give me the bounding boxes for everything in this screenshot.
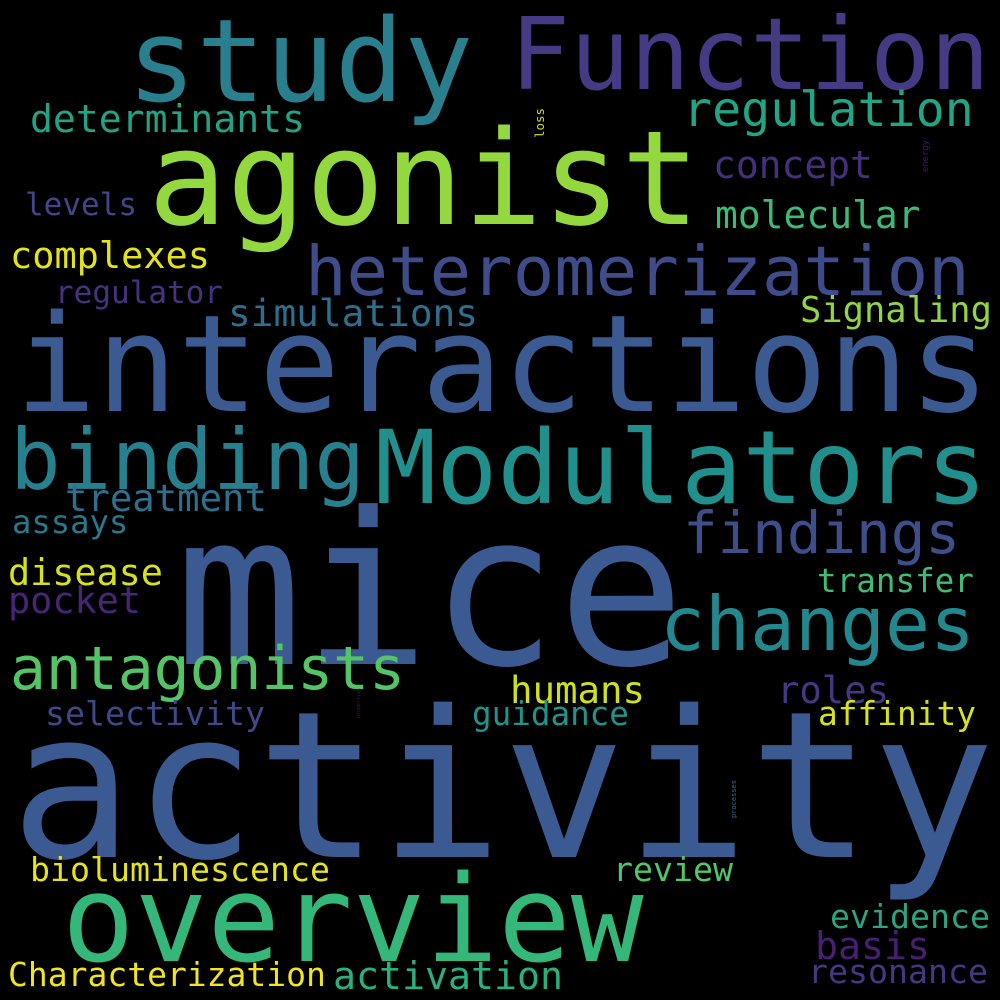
word-pocket: pocket — [8, 579, 141, 622]
word-binding: binding — [10, 411, 365, 509]
word-function: Function — [510, 0, 990, 113]
word-affinity: affinity — [818, 695, 976, 733]
word-disease: disease — [8, 551, 163, 594]
word-molecular: molecular — [715, 193, 921, 237]
word-regulation: regulation — [683, 82, 974, 138]
word-regulator: regulator — [55, 275, 223, 311]
word-properties: properties — [356, 688, 362, 718]
word-characterization: Characterization — [8, 955, 326, 994]
word-evidence: evidence — [830, 897, 990, 936]
word-guidance: guidance — [472, 695, 629, 733]
word-changes: changes — [660, 581, 976, 668]
word-resonance: resonance — [808, 952, 988, 991]
word-humans: humans — [510, 668, 646, 712]
word-mice: mice — [175, 467, 686, 714]
word-modulators: Modulators — [375, 409, 988, 527]
word-review: review — [613, 850, 733, 889]
word-overview: overview — [62, 850, 644, 990]
word-activity: activity — [10, 668, 996, 906]
word-antagonists: antagonists — [10, 635, 405, 704]
word-processes: processes — [729, 780, 738, 818]
word-energy: energy — [921, 140, 931, 172]
word-selectivity: selectivity — [45, 694, 265, 733]
word-bioluminescence: bioluminescence — [30, 850, 330, 889]
word-interactions: interactions — [15, 286, 991, 443]
word-determinants: determinants — [30, 97, 305, 141]
word-activation: activation — [333, 955, 564, 999]
word-heteromerization: heteromerization — [305, 232, 970, 312]
word-basis: basis — [815, 925, 931, 969]
word-levels: levels — [25, 187, 137, 223]
word-complexes: complexes — [10, 234, 210, 277]
word-transfer: transfer — [817, 562, 974, 600]
word-signaling: Signaling — [800, 290, 992, 331]
word-simulations: simulations — [228, 291, 479, 335]
word-assays: assays — [12, 503, 129, 541]
word-study: study — [127, 0, 474, 129]
word-treatment: treatment — [65, 476, 267, 520]
word-findings: findings — [683, 500, 960, 567]
word-loss: loss — [532, 108, 547, 138]
word-concept: concept — [713, 143, 873, 187]
word-agonist: agonist — [148, 102, 701, 255]
word-roles: roles — [777, 668, 889, 712]
